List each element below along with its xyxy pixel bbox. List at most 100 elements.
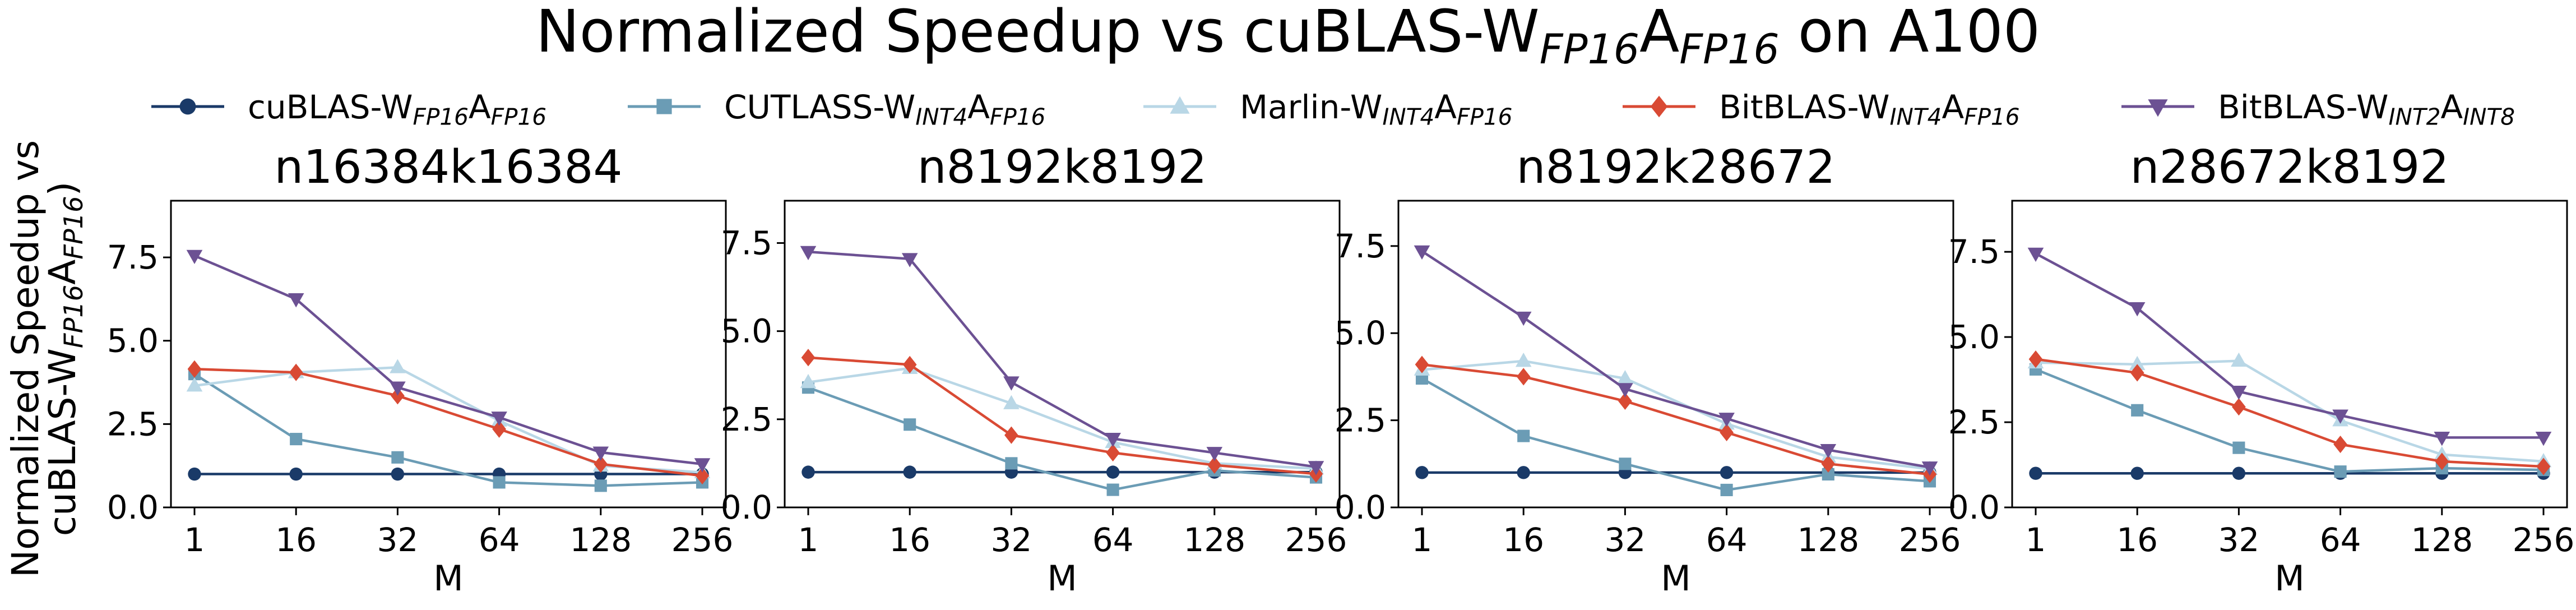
data-point [901,253,918,267]
y-tick-label: 7.5 [721,224,772,262]
x-tick-label: 128 [1797,521,1859,559]
y-tick-label: 0.0 [721,488,772,526]
data-point [1516,368,1531,386]
data-point [1005,457,1018,470]
data-point [902,355,917,373]
data-point [288,293,304,308]
figure-title: Normalized Speedup vs cuBLAS-WFP16​AFP16… [536,0,2040,73]
legend-marker [656,99,672,114]
series-line [194,368,703,477]
y-tick-label: 0.0 [1335,488,1386,526]
x-tick-label: 32 [2218,521,2259,559]
y-tick-label: 2.5 [1948,403,2000,441]
data-point [1618,392,1632,410]
legend-entry: BitBLAS-WINT2​AINT8​ [2121,88,2515,131]
series-line [808,356,1317,475]
x-tick-label: 32 [990,521,1032,559]
y-tick-label: 7.5 [1335,227,1386,265]
data-point [1207,456,1222,474]
x-tick-label: 256 [1899,521,1961,559]
data-point [2232,398,2246,416]
data-point [2535,432,2552,446]
data-point [390,359,406,373]
data-point [1921,461,1938,476]
plot-frame [1397,200,1954,509]
series [800,246,1324,475]
series-line [1421,363,1930,476]
legend-label: cuBLAS-WFP16​AFP16​ [248,88,546,131]
data-point [2334,465,2347,478]
data-point [1517,466,1530,479]
x-tick-label: 1 [1412,521,1433,559]
data-point [1415,466,1429,479]
y-tick-label: 5.0 [107,322,159,360]
legend-entry: BitBLAS-WINT4​AFP16​ [1623,88,2020,131]
x-axis-label: M [1661,558,1691,599]
data-point [2435,452,2449,470]
x-tick-label: 16 [1503,521,1544,559]
data-point [2129,355,2146,371]
x-tick-label: 32 [377,521,418,559]
data-point [594,479,607,492]
data-point [1517,429,1530,442]
subplot-3: n8192k28672 0.0 2.5 5.0 7.5 1 16 32 64 128 256 M [1335,141,1961,599]
subplot-2: n8192k8192 0.0 2.5 5.0 7.5 1 16 32 64 128 256 M [721,141,1347,599]
series-line [2035,358,2544,468]
data-point [592,446,609,461]
series [188,368,709,492]
data-point [1720,423,1734,441]
x-tick-label: 16 [889,521,930,559]
x-tick-label: 16 [2116,521,2158,559]
data-point [2231,352,2247,367]
y-tick-label: 0.0 [107,488,159,526]
x-tick-label: 1 [2026,521,2046,559]
data-point [1414,245,1430,260]
x-tick-label: 64 [479,521,520,559]
legend-marker [1170,96,1190,114]
y-tick-label: 5.0 [1948,318,2000,356]
legend-entry: CUTLASS-WINT4​AFP16​ [628,88,1045,131]
data-point [186,249,203,265]
data-point [2029,466,2042,480]
series-line [194,255,703,465]
y-tick-label: 2.5 [721,400,772,438]
data-point [694,458,711,473]
data-point [1308,461,1324,475]
x-axis-label: M [1047,558,1077,599]
legend: cuBLAS-WFP16​AFP16​ CUTLASS-WINT4​AFP16​ M… [151,88,2515,131]
series [1414,352,1938,475]
legend-label: Marlin-WINT4​AFP16​ [1240,88,1512,131]
series-line [1421,250,1930,469]
data-point [800,373,817,389]
x-tick-label: 1 [798,521,819,559]
y-tick-label: 5.0 [1335,314,1386,352]
data-point [186,377,203,392]
data-point [2536,458,2551,475]
series-line [1421,359,1930,470]
data-point [289,363,303,381]
data-point [904,418,916,431]
data-point [594,455,608,473]
y-tick-label: 5.0 [721,312,772,350]
data-point [391,451,404,464]
data-point [2232,466,2246,480]
data-point [1720,483,1733,496]
series [801,349,1323,483]
series-line [808,250,1317,468]
data-point [188,467,201,481]
subplot-title: n8192k8192 [918,141,1207,194]
series-line [2035,252,2543,439]
series-line [808,386,1317,491]
x-tick-label: 1 [184,521,205,559]
data-point [2434,432,2450,446]
legend-label: BitBLAS-WINT2​AINT8​ [2218,88,2515,131]
x-axis-label: M [433,558,464,599]
series-line [2035,368,2544,473]
data-point [1106,465,1120,479]
x-tick-label: 64 [1092,521,1134,559]
data-point [1515,352,1532,367]
data-point [1821,455,1836,473]
series [1414,245,1938,476]
data-point [801,465,815,479]
